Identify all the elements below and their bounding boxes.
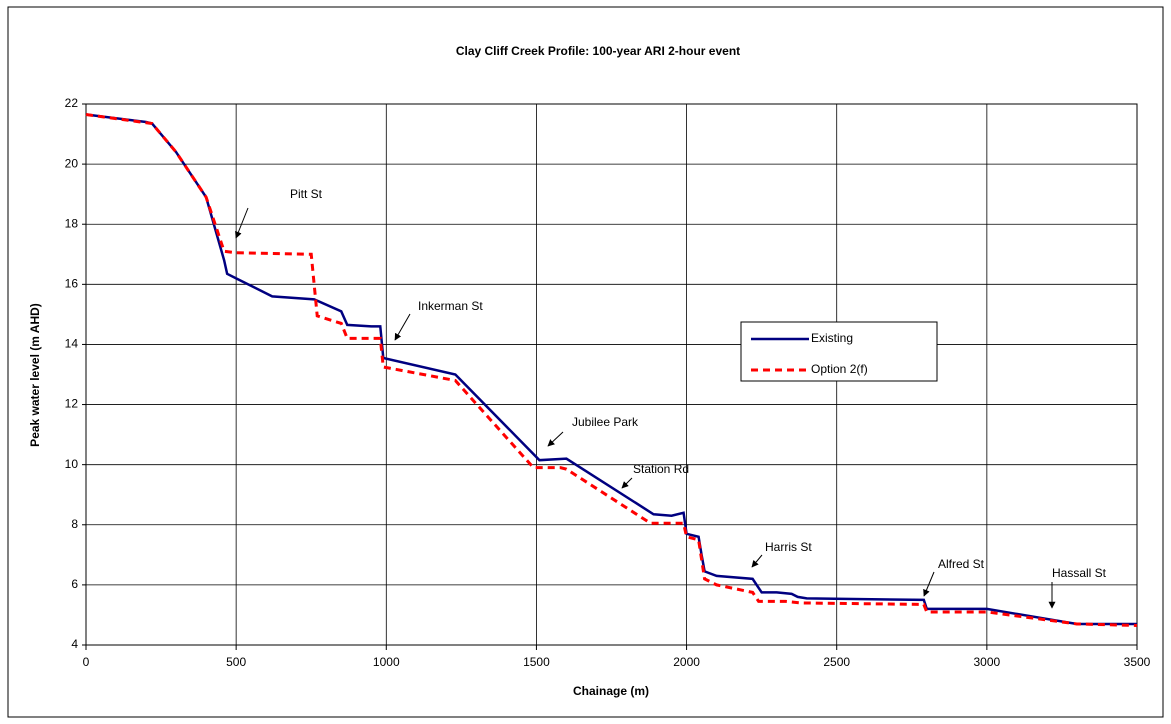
y-tick-label: 8 bbox=[71, 517, 78, 531]
y-tick-label: 16 bbox=[65, 277, 79, 291]
y-tick-label: 18 bbox=[65, 216, 79, 230]
annotation-arrow bbox=[621, 477, 633, 489]
legend-box bbox=[740, 321, 938, 382]
x-tick-label: 2500 bbox=[823, 655, 850, 669]
x-tick-label: 3000 bbox=[974, 655, 1001, 669]
annotation-arrow bbox=[394, 313, 411, 341]
y-tick-label: 6 bbox=[71, 577, 78, 591]
x-tick-label: 0 bbox=[83, 655, 90, 669]
line-series bbox=[85, 113, 1137, 626]
y-tick-label: 12 bbox=[65, 397, 79, 411]
x-tick-label: 1000 bbox=[373, 655, 400, 669]
annotation: Jubilee Park bbox=[572, 415, 639, 429]
annotation-arrow bbox=[923, 571, 935, 597]
y-tick-label: 14 bbox=[65, 337, 79, 351]
legend-label: Option 2(f) bbox=[811, 362, 868, 376]
y-tick-label: 20 bbox=[65, 156, 79, 170]
annotation-arrow bbox=[235, 207, 249, 239]
annotation: Hassall St bbox=[1052, 566, 1107, 580]
x-tick-label: 3500 bbox=[1124, 655, 1151, 669]
annotation: Pitt St bbox=[290, 187, 323, 201]
x-tick-label: 1500 bbox=[523, 655, 550, 669]
annotation-arrow bbox=[751, 554, 763, 568]
y-tick-label: 4 bbox=[71, 637, 78, 651]
x-tick-label: 2000 bbox=[673, 655, 700, 669]
x-axis-label: Chainage (m) bbox=[573, 684, 649, 698]
annotation-arrow bbox=[547, 431, 564, 447]
line-series bbox=[85, 113, 1138, 627]
annotation: Alfred St bbox=[938, 557, 985, 571]
annotation: Harris St bbox=[765, 540, 812, 554]
chart-title: Clay Cliff Creek Profile: 100-year ARI 2… bbox=[456, 44, 740, 58]
legend-label: Existing bbox=[811, 331, 853, 345]
annotation: Inkerman St bbox=[418, 299, 483, 313]
y-tick-label: 22 bbox=[65, 96, 79, 110]
y-tick-label: 10 bbox=[65, 457, 79, 471]
x-tick-label: 500 bbox=[226, 655, 246, 669]
y-axis-label: Peak water level (m AHD) bbox=[28, 303, 42, 447]
plot-area bbox=[85, 103, 1138, 646]
annotation: Station Rd bbox=[633, 462, 689, 476]
